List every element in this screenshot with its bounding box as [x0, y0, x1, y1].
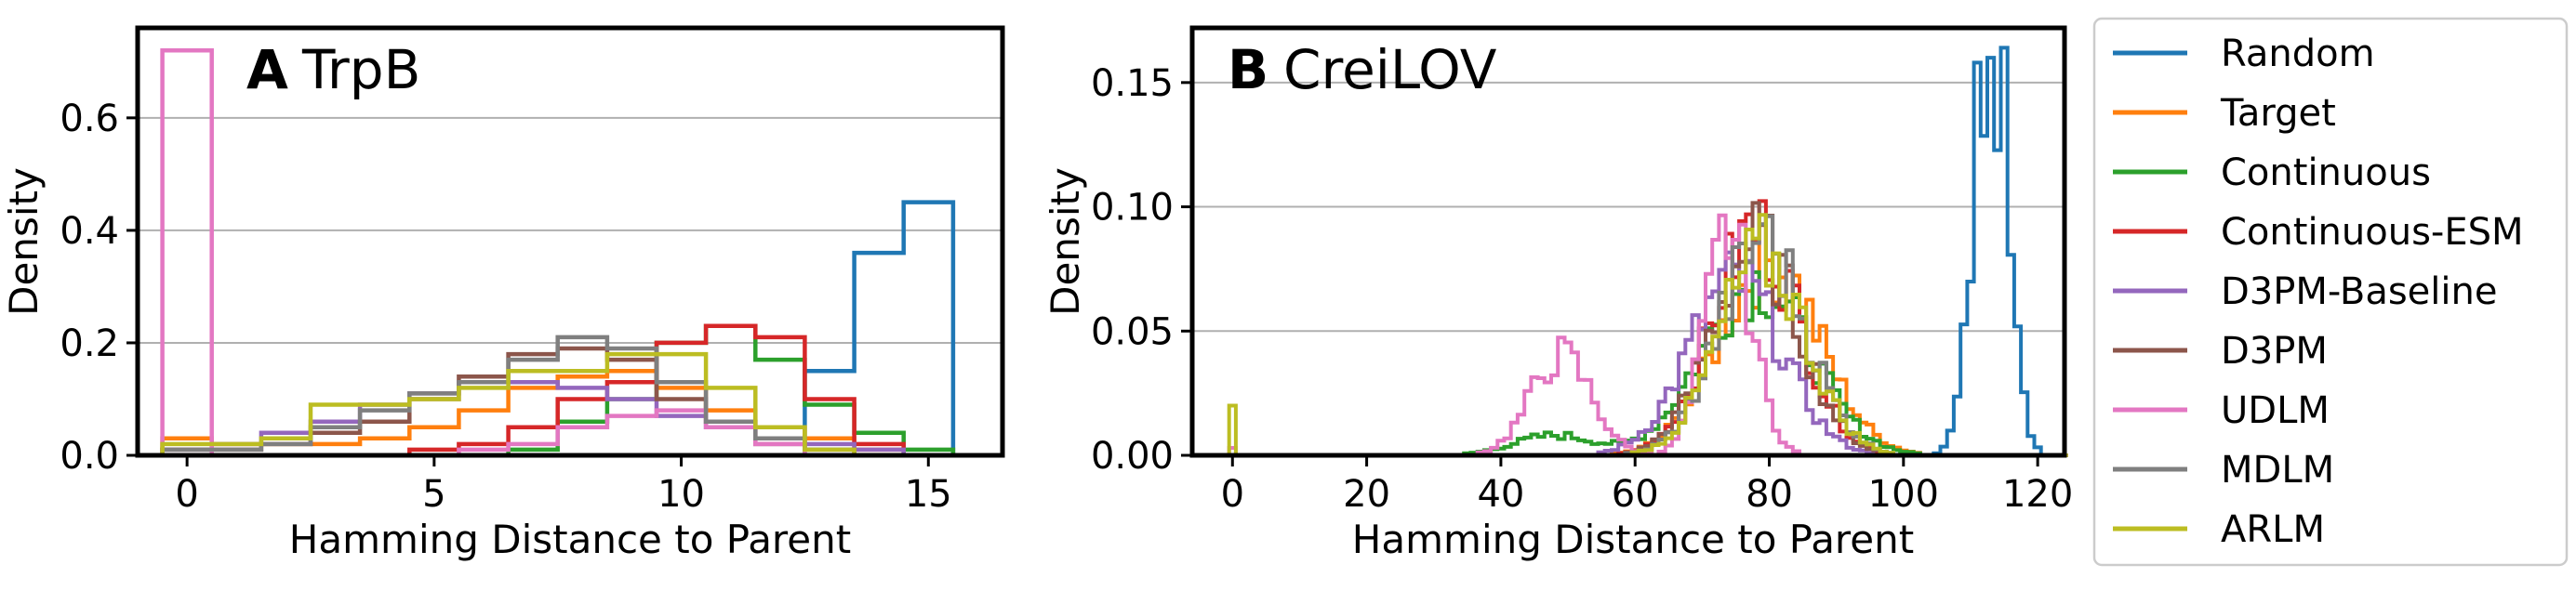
- legend-label-udlm: UDLM: [2221, 389, 2330, 432]
- panel-b-xtick-label: 40: [1477, 473, 1524, 516]
- panel-b-xtick-label: 0: [1221, 473, 1244, 516]
- panel-b-xtick-label: 60: [1612, 473, 1659, 516]
- panel-a-series: [160, 47, 956, 458]
- panel-a-ytick-label: 0.2: [60, 322, 119, 365]
- panel-b-creilov: 0.00 0.05 0.10 0.15 0 20 40 60 80 100 120 B CreiLO…: [1042, 25, 2073, 562]
- legend-label-continuous-esm: Continuous-ESM: [2221, 211, 2524, 254]
- panel-b-ytick-label: 0.15: [1091, 62, 1174, 105]
- panel-b-xtick-label: 20: [1343, 473, 1390, 516]
- panel-a-title: TrpB: [301, 38, 420, 101]
- legend: Random Target Continuous Continuous-ESM D3PM…: [2092, 17, 2569, 567]
- legend-label-d3pm-baseline: D3PM-Baseline: [2221, 270, 2497, 313]
- panel-b-frame: [1189, 25, 2067, 458]
- panel-b-xtick-label: 80: [1746, 473, 1793, 516]
- panel-b-xlabel: Hamming Distance to Parent: [1352, 517, 1914, 562]
- panel-b-xtick-label: 120: [2002, 473, 2073, 516]
- panel-b-ytick-label: 0.10: [1091, 187, 1174, 230]
- panel-a-ytick-label: 0.0: [60, 435, 119, 478]
- panel-b-ytick-label: 0.00: [1091, 435, 1174, 478]
- panel-a-xtick-label: 10: [657, 473, 705, 516]
- legend-label-d3pm: D3PM: [2221, 330, 2328, 373]
- panel-a-ytick-label: 0.4: [60, 210, 119, 253]
- panel-b-letter: B: [1228, 38, 1268, 101]
- legend-label-random: Random: [2221, 33, 2375, 75]
- panel-b-series-d3pm-baseline: [1228, 250, 2068, 457]
- panel-b-series-target: [1228, 222, 2068, 457]
- panel-a-xlabel: Hamming Distance to Parent: [289, 517, 851, 562]
- panel-b-series-continuous-esm: [1228, 199, 2068, 457]
- panel-b-ticks: 0.00 0.05 0.10 0.15 0 20 40 60 80 100 120: [1091, 62, 2073, 516]
- panel-a-series-udlm: [160, 47, 953, 458]
- panel-b-series: [1227, 46, 2068, 457]
- legend-label-target: Target: [2220, 92, 2336, 135]
- panel-b-series-mdlm: [1228, 214, 2068, 457]
- panel-a-xtick-label: 0: [175, 473, 198, 516]
- legend-label-arlm: ARLM: [2221, 508, 2325, 551]
- panel-a-series-arlm: [160, 351, 953, 458]
- panel-a-ticks: 0.0 0.2 0.4 0.6 0 5 10 15: [60, 98, 951, 516]
- panel-b-series-d3pm: [1228, 201, 2068, 457]
- legend-label-continuous: Continuous: [2221, 151, 2431, 194]
- panel-a-trpb: 0.0 0.2 0.4 0.6 0 5 10 15 A TrpB Hamming Distan…: [1, 25, 1005, 562]
- panel-b-series-arlm: [1227, 213, 2068, 457]
- panel-a-letter: A: [246, 38, 288, 101]
- panel-b-series-random: [1228, 46, 2068, 457]
- panel-a-ylabel: Density: [1, 167, 46, 316]
- panel-a-xtick-label: 5: [422, 473, 445, 516]
- panel-a-ytick-label: 0.6: [60, 98, 119, 140]
- panel-a-xtick-label: 15: [905, 473, 952, 516]
- panel-b-ytick-label: 0.05: [1091, 310, 1174, 353]
- panel-b-xtick-label: 100: [1868, 473, 1939, 516]
- panel-b-ylabel: Density: [1042, 167, 1088, 316]
- panel-a-frame: [135, 25, 1005, 458]
- panel-b-series-continuous: [1228, 269, 2068, 457]
- legend-box: [2092, 17, 2569, 567]
- panel-b-gridlines: [1192, 81, 2065, 333]
- panel-b-series-udlm: [1227, 213, 2068, 457]
- panel-a-gridlines: [138, 116, 1003, 344]
- panel-b-title: CreiLOV: [1283, 38, 1497, 101]
- legend-label-mdlm: MDLM: [2221, 449, 2334, 492]
